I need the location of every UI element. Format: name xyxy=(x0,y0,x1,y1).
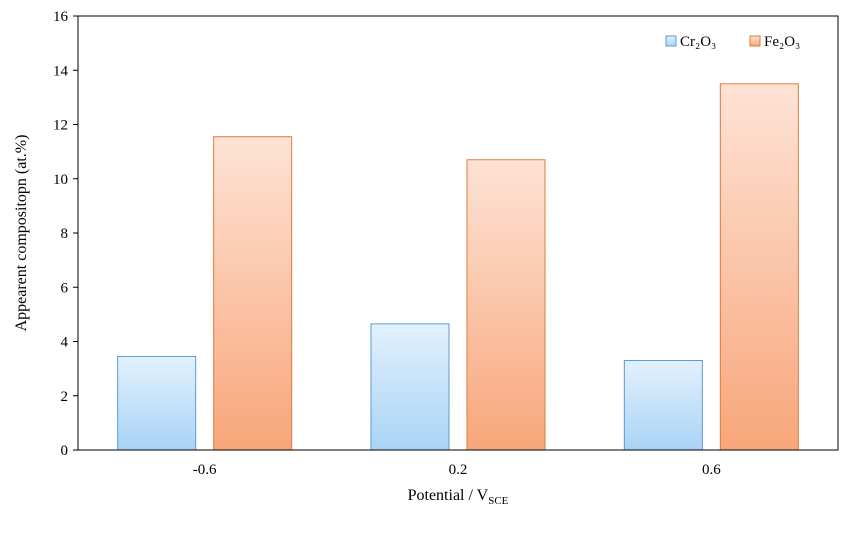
bar-cr2o3 xyxy=(370,323,450,451)
x-axis-title-subscript: SCE xyxy=(488,495,508,507)
bar-cr2o3 xyxy=(623,359,703,451)
y-axis-title: Appearent compositopn (at.%) xyxy=(13,135,30,332)
x-axis-title-main: Potential / V xyxy=(408,487,489,504)
x-tick-label: 0.6 xyxy=(702,462,721,478)
y-tick-label: 2 xyxy=(61,389,69,405)
bar-cr2o3 xyxy=(117,355,197,451)
y-tick-label: 16 xyxy=(53,9,69,25)
y-tick-label: 10 xyxy=(53,172,68,188)
y-tick-label: 6 xyxy=(61,280,69,296)
x-tick-label: -0.6 xyxy=(193,462,217,478)
x-axis: -0.6 0.2 0.6 xyxy=(193,462,721,478)
legend: Cr₂O₃ Fe₂O₃ xyxy=(665,34,800,50)
y-tick-label: 12 xyxy=(53,118,68,134)
y-axis: 0 2 4 6 8 10 12 14 16 xyxy=(53,9,78,459)
legend-label-fe2o3: Fe₂O₃ xyxy=(764,34,800,50)
plot-area-frame xyxy=(77,15,839,451)
bar-fe2o3 xyxy=(466,159,546,451)
bars-group xyxy=(117,83,799,451)
bar-fe2o3 xyxy=(719,83,799,451)
x-axis-title: Potential / VSCE xyxy=(408,487,509,507)
legend-swatch-fe2o3 xyxy=(749,35,761,47)
y-tick-label: 8 xyxy=(61,226,69,242)
legend-label-cr2o3: Cr₂O₃ xyxy=(680,34,716,50)
bar-fe2o3 xyxy=(213,136,293,451)
y-tick-label: 0 xyxy=(61,443,69,459)
y-tick-label: 4 xyxy=(61,335,69,351)
x-tick-label: 0.2 xyxy=(449,462,468,478)
legend-swatch-cr2o3 xyxy=(665,35,677,47)
y-tick-label: 14 xyxy=(53,63,69,79)
